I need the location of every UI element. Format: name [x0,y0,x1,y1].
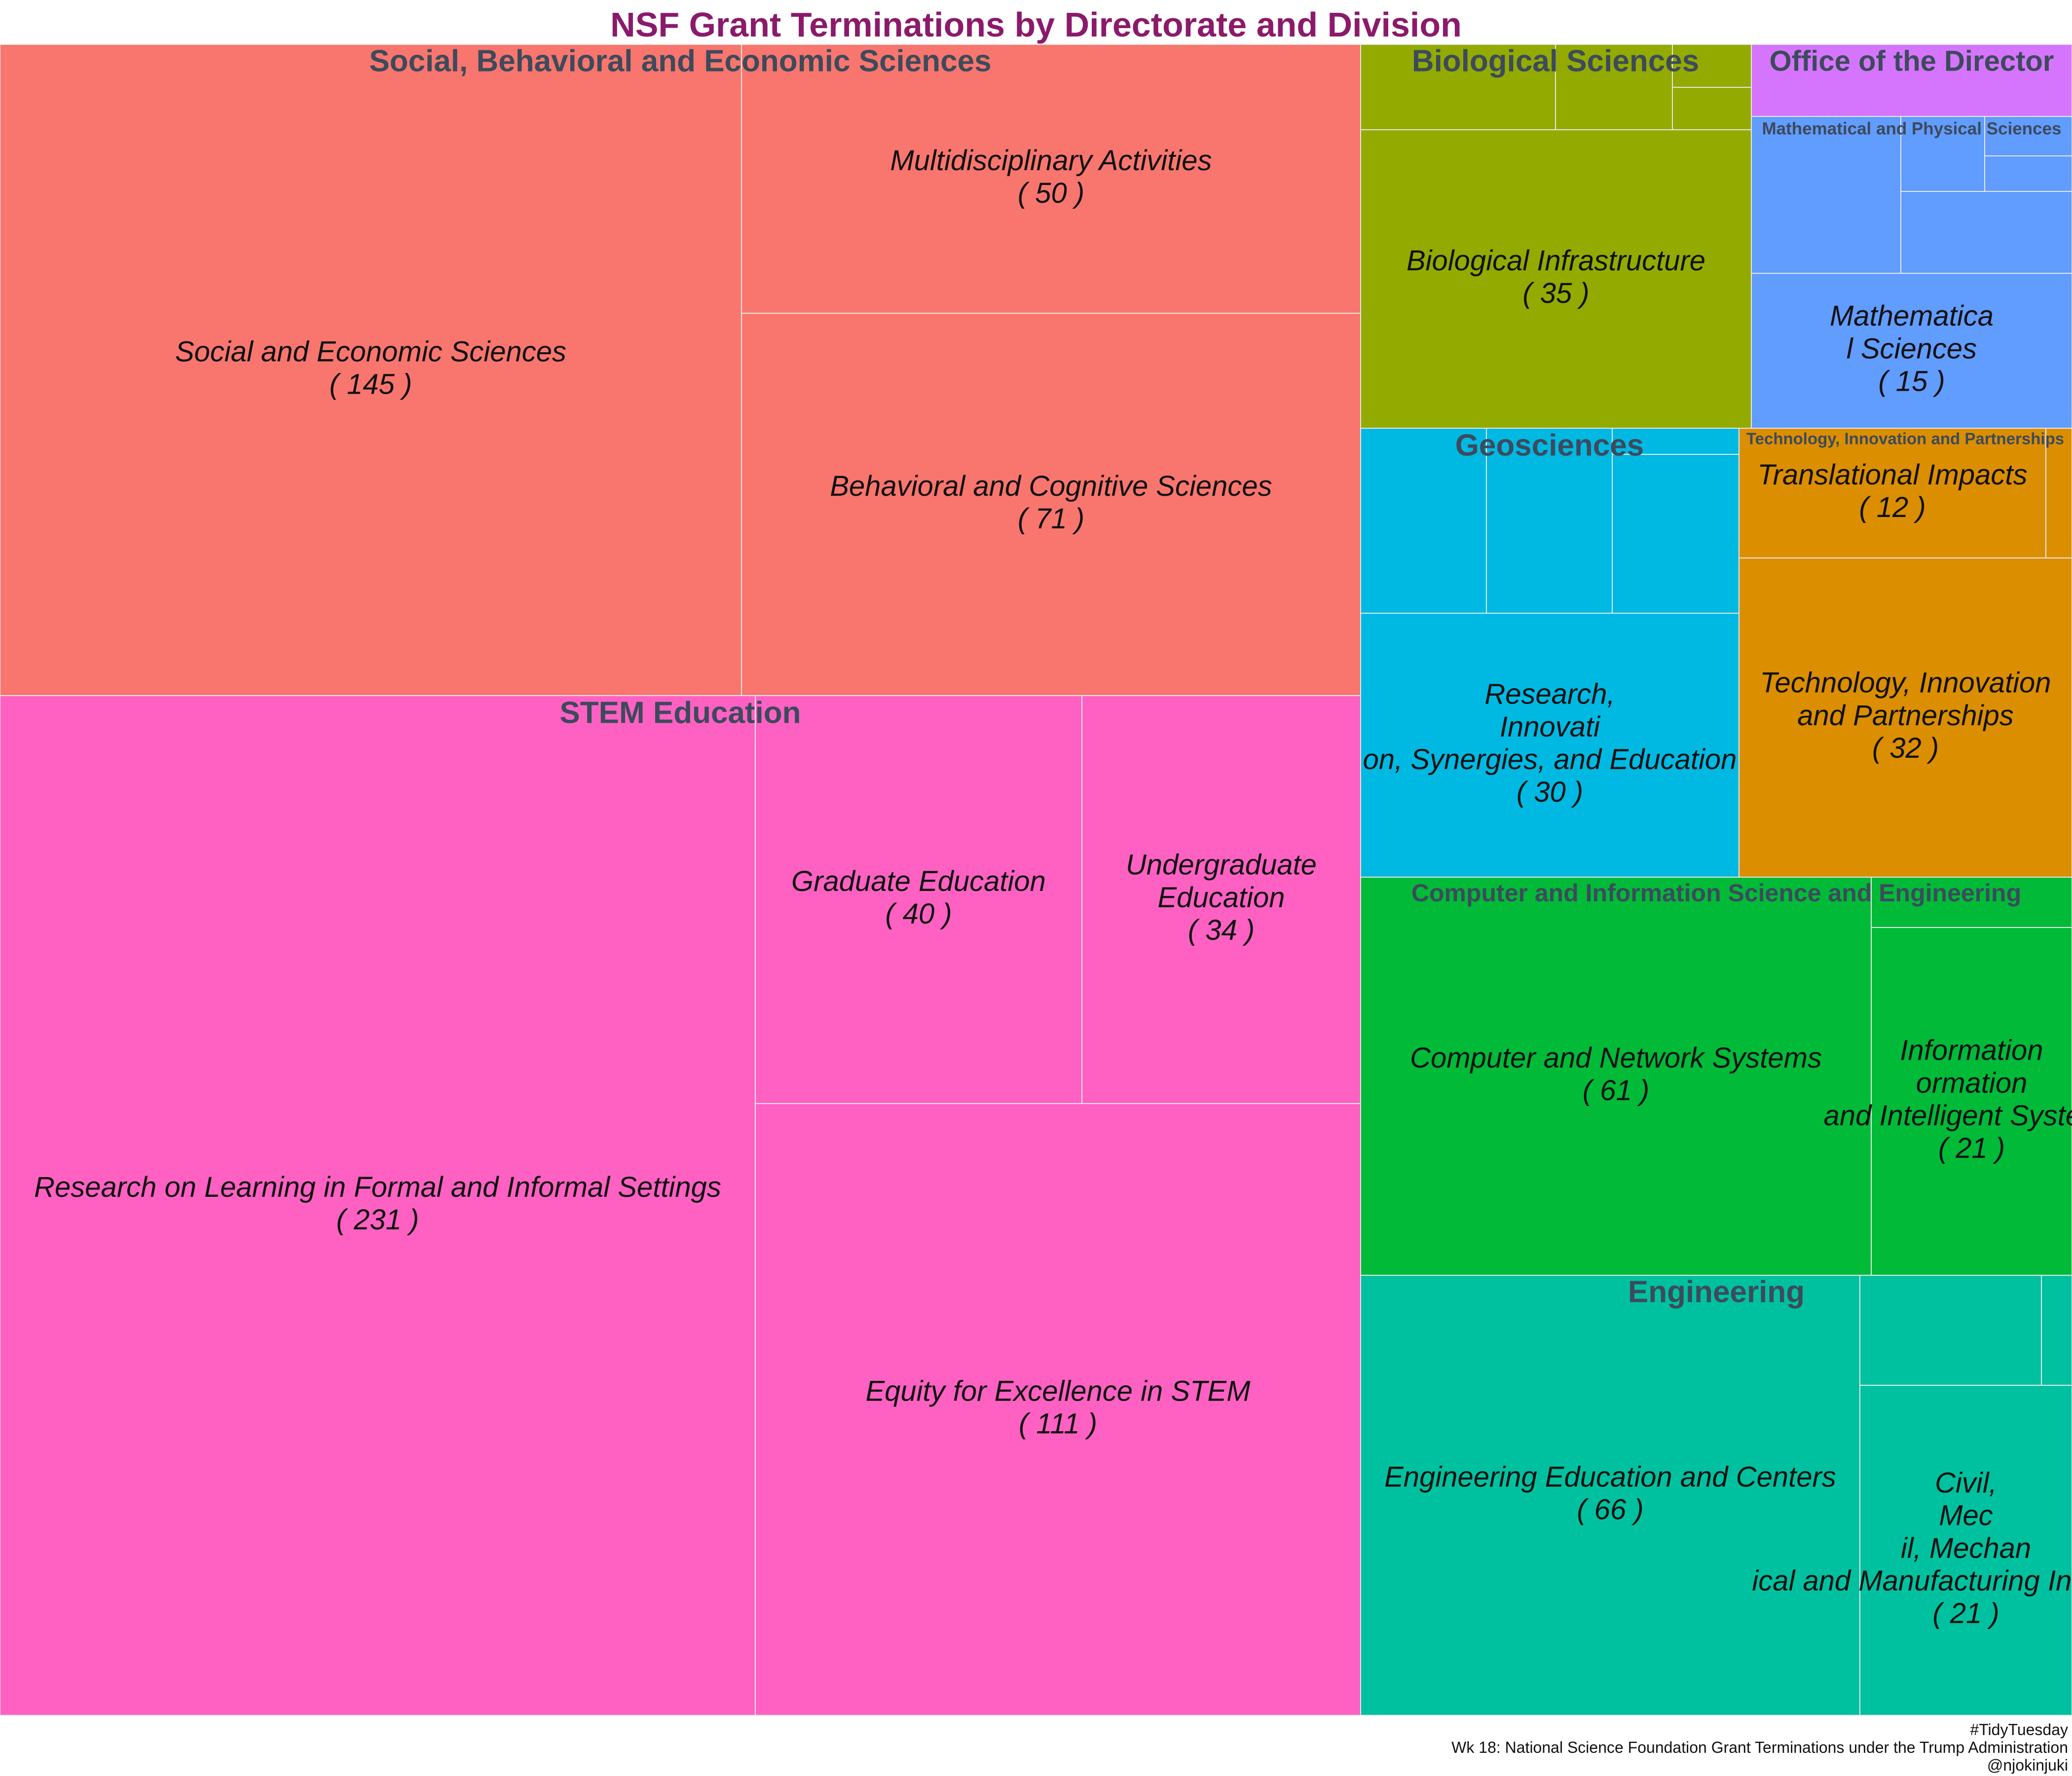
tile-behavioral-and-cognitive-sciences [741,313,1361,696]
label-civil-mechanical-and-manufacturing-innovation: Civil, Mec il, Mechan ical and Manufacturin… [1752,1467,2072,1629]
tile-mathematical-sciences [1751,273,2072,429]
group-label-social-behavioral-and-economic-sciences: Social, Behavioral and Economic Sciences [369,44,991,78]
tile-mathematical-and-physical-sciences-small [1984,155,2072,192]
tile-mathematical-and-physical-sciences-small [1751,116,1901,274]
tile-equity-for-excellence-in-stem [755,1103,1361,1716]
tile-research-on-learning-in-formal-and-informal-settings [0,695,756,1716]
label-undergraduate-education: Undergraduate Education( 34 ) [1126,849,1317,946]
tile-computer-and-network-systems [1360,877,1872,1276]
label-research-on-learning-in-formal-and-informal-settings: Research on Learning in Formal and Infor… [34,1171,721,1236]
tile-engineering-small [1859,1275,2042,1386]
label-computer-and-network-systems: Computer and Network Systems( 61 ) [1410,1042,1822,1107]
label-mathematical-sciences: Mathematica l Sciences( 15 ) [1830,300,1994,397]
tile-civil-mechanical-and-manufacturing-innovation [1859,1385,2072,1716]
caption-author: @njokinjuki [1987,1756,2068,1774]
group-label-office-of-the-director: Office of the Director [1770,45,2054,77]
label-graduate-education: Graduate Education( 40 ) [791,865,1046,930]
tile-technology-innovation-and-partnerships [1739,557,2072,878]
group-label-stem-education: STEM Education [559,696,801,730]
label-engineering-education-and-centers: Engineering Education and Centers( 66 ) [1384,1461,1836,1525]
label-multidisciplinary-activities: Multidisciplinary Activities( 50 ) [890,145,1212,209]
chart-title: NSF Grant Terminations by Directorate an… [610,5,1462,44]
caption-hashtag: #TidyTuesday [1970,1721,2068,1739]
tile-mathematical-and-physical-sciences-small [1900,191,2072,274]
label-equity-for-excellence-in-stem: Equity for Excellence in STEM( 111 ) [865,1375,1251,1440]
tile-biological-sciences-small [1672,87,1752,130]
group-label-geosciences: Geosciences [1455,428,1644,462]
tile-biological-infrastructure [1360,129,1752,429]
label-social-and-economic-sciences: Social and Economic Sciences( 145 ) [175,335,566,400]
label-behavioral-and-cognitive-sciences: Behavioral and Cognitive Sciences( 71 ) [830,470,1272,535]
tile-graduate-education [755,695,1082,1104]
caption-description: Wk 18: National Science Foundation Grant… [1451,1739,2068,1756]
tile-social-and-economic-sciences [0,44,742,696]
tile-biological-sciences-small [1555,44,1673,130]
tile-computer-and-information-science-and-engineering-small [1871,877,2072,928]
group-label-mathematical-and-physical-sciences: Mathematical and Physical Sciences [1762,119,2062,138]
tile-information-and-intelligent-systems [1871,927,2072,1276]
tile-biological-sciences-small [1360,44,1556,130]
label-research-innovation-synergies-and-education: Research, Innovati on, Synergies, and Educ… [1363,678,1737,808]
tile-engineering-small [2041,1275,2072,1386]
tile-undergraduate-education [1081,695,1361,1104]
tile-mathematical-and-physical-sciences-small [1900,116,1985,192]
group-label-engineering: Engineering [1628,1275,1805,1309]
tile-office-of-the-director-small [1751,44,2072,117]
tile-translational-impacts [1739,428,2046,558]
group-label-computer-and-information-science-and-engineering: Computer and Information Science and Eng… [1411,879,2021,907]
tile-geosciences-small [1360,428,1487,614]
label-translational-impacts: Translational Impacts( 12 ) [1758,459,2028,523]
group-label-biological-sciences: Biological Sciences [1412,44,1699,78]
tile-engineering-education-and-centers [1360,1275,1860,1716]
tile-geosciences-small [1612,454,1739,614]
tile-mathematical-and-physical-sciences-small [1984,116,2072,156]
label-technology-innovation-and-partnerships: Technology, Innovation and Partnerships( … [1760,667,2051,764]
label-biological-infrastructure: Biological Infrastructure( 35 ) [1406,245,1705,309]
tile-geosciences-small [1486,428,1613,614]
group-label-technology-innovation-and-partnerships: Technology, Innovation and Partnerships [1746,430,2064,448]
